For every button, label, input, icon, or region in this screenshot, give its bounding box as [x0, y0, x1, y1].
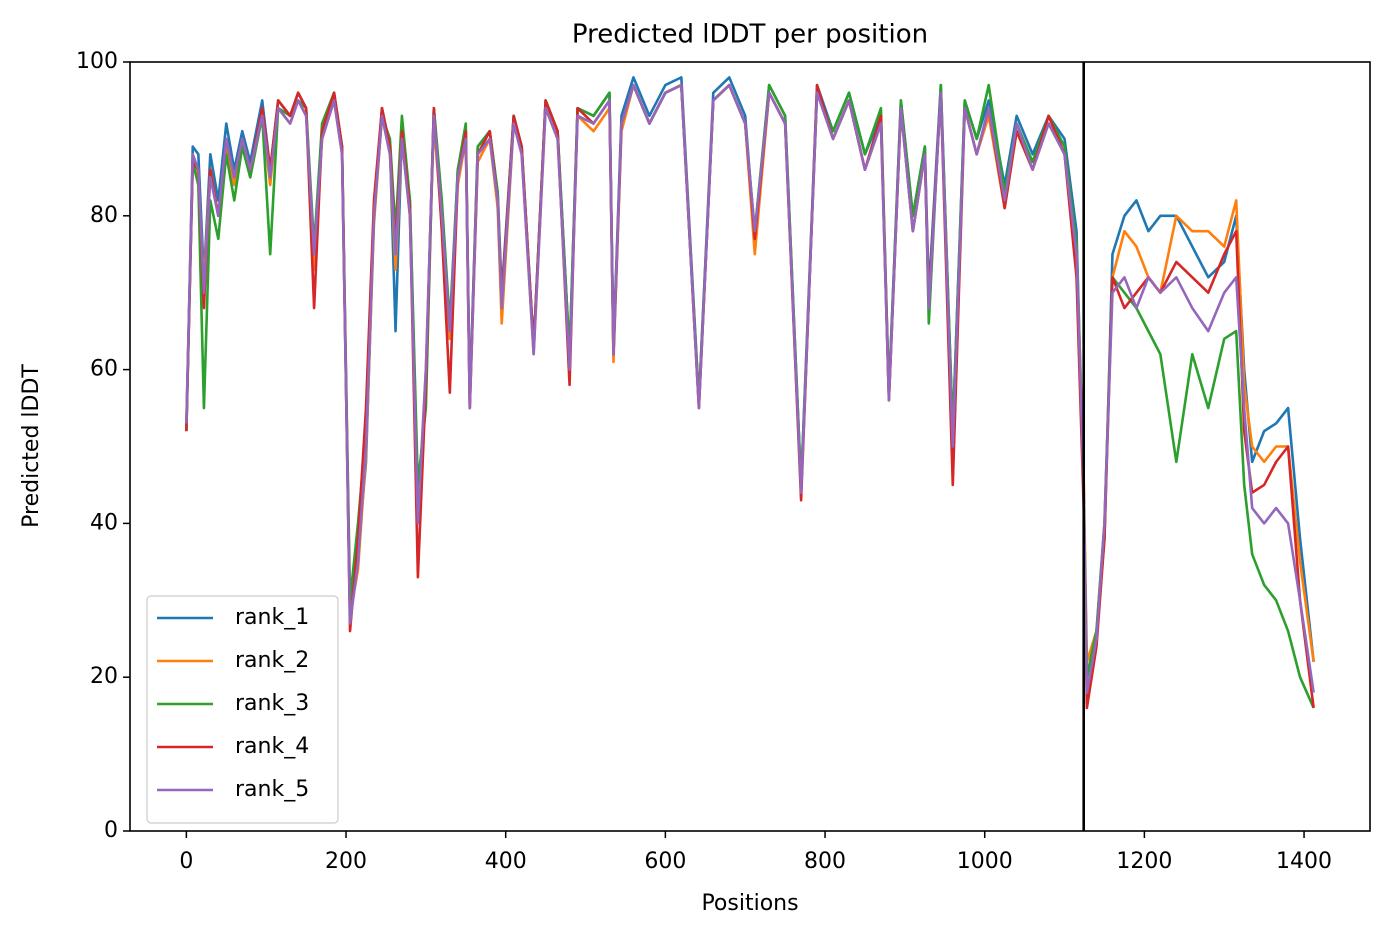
chart-title: Predicted lDDT per position	[572, 20, 928, 50]
x-tick-label: 1400	[1276, 849, 1332, 874]
legend-label: rank_3	[235, 691, 309, 716]
series-line	[185, 83, 1315, 694]
y-tick-label: 100	[76, 49, 118, 74]
y-axis-label: Predicted lDDT	[19, 364, 44, 528]
x-tick-label: 800	[804, 849, 846, 874]
legend-box	[146, 595, 339, 824]
x-tick-label: 600	[644, 849, 686, 874]
legend-label: rank_1	[235, 605, 309, 630]
x-tick-label: 1000	[957, 849, 1013, 874]
legend-label: rank_5	[235, 777, 309, 802]
x-tick-label: 400	[485, 849, 527, 874]
legend-label: rank_4	[235, 734, 309, 759]
legend-label: rank_2	[235, 648, 309, 673]
plot-frame	[129, 61, 1371, 832]
y-tick-label: 80	[90, 203, 118, 228]
y-tick-label: 0	[104, 818, 118, 843]
x-tick-label: 200	[325, 849, 367, 874]
x-tick-label: 1200	[1116, 849, 1172, 874]
y-tick-label: 40	[90, 510, 118, 535]
y-tick-label: 20	[90, 664, 118, 689]
x-axis-label: Positions	[701, 891, 798, 916]
y-tick-label: 60	[90, 357, 118, 382]
x-tick-label: 0	[179, 849, 193, 874]
